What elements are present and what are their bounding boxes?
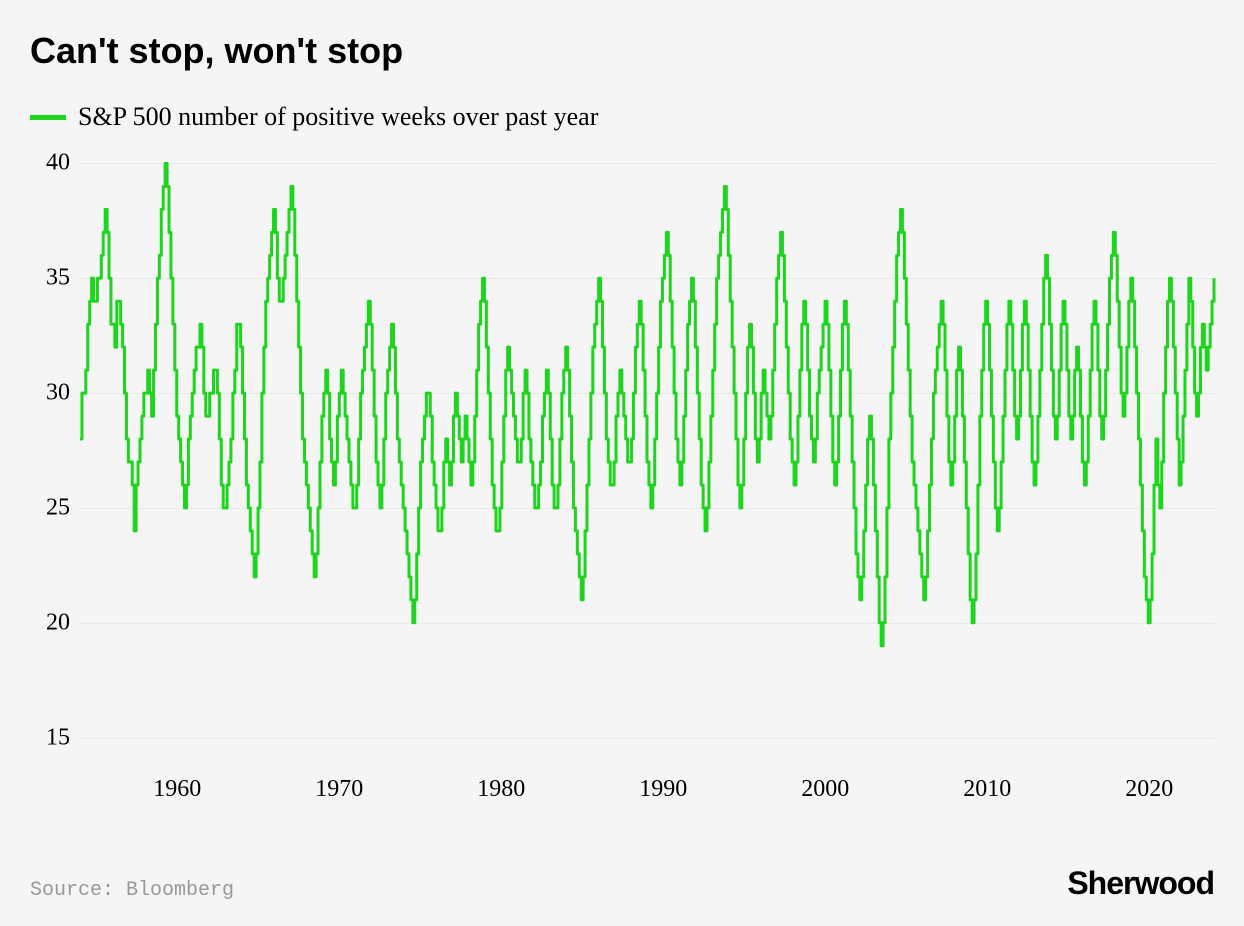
y-axis: 15 20 25 30 35 40	[30, 152, 80, 772]
data-line	[80, 163, 1214, 645]
x-tick-label: 1960	[153, 776, 201, 803]
chart-area: 15 20 25 30 35 40 1960 1970 1980 1990 2000 2010 202…	[30, 152, 1214, 812]
x-axis: 1960 1970 1980 1990 2000 2010 2020	[80, 772, 1214, 812]
brand-label: Sherwood	[1067, 865, 1214, 902]
y-tick-label: 15	[46, 724, 70, 751]
legend: S&P 500 number of positive weeks over pa…	[30, 102, 1214, 132]
x-tick-label: 2010	[963, 776, 1011, 803]
x-tick-label: 2020	[1125, 776, 1173, 803]
x-tick-label: 1990	[639, 776, 687, 803]
y-tick-label: 30	[46, 380, 70, 407]
footer: Source: Bloomberg Sherwood	[30, 865, 1214, 902]
line-chart-svg	[80, 152, 1214, 772]
x-tick-label: 1980	[477, 776, 525, 803]
y-tick-label: 25	[46, 494, 70, 521]
y-tick-label: 40	[46, 150, 70, 177]
x-tick-label: 2000	[801, 776, 849, 803]
source-label: Source: Bloomberg	[30, 879, 234, 902]
legend-swatch	[30, 115, 66, 120]
y-tick-label: 35	[46, 265, 70, 292]
plot-area	[80, 152, 1214, 772]
x-tick-label: 1970	[315, 776, 363, 803]
chart-title: Can't stop, won't stop	[30, 30, 1214, 72]
y-tick-label: 20	[46, 609, 70, 636]
legend-label: S&P 500 number of positive weeks over pa…	[78, 102, 598, 132]
